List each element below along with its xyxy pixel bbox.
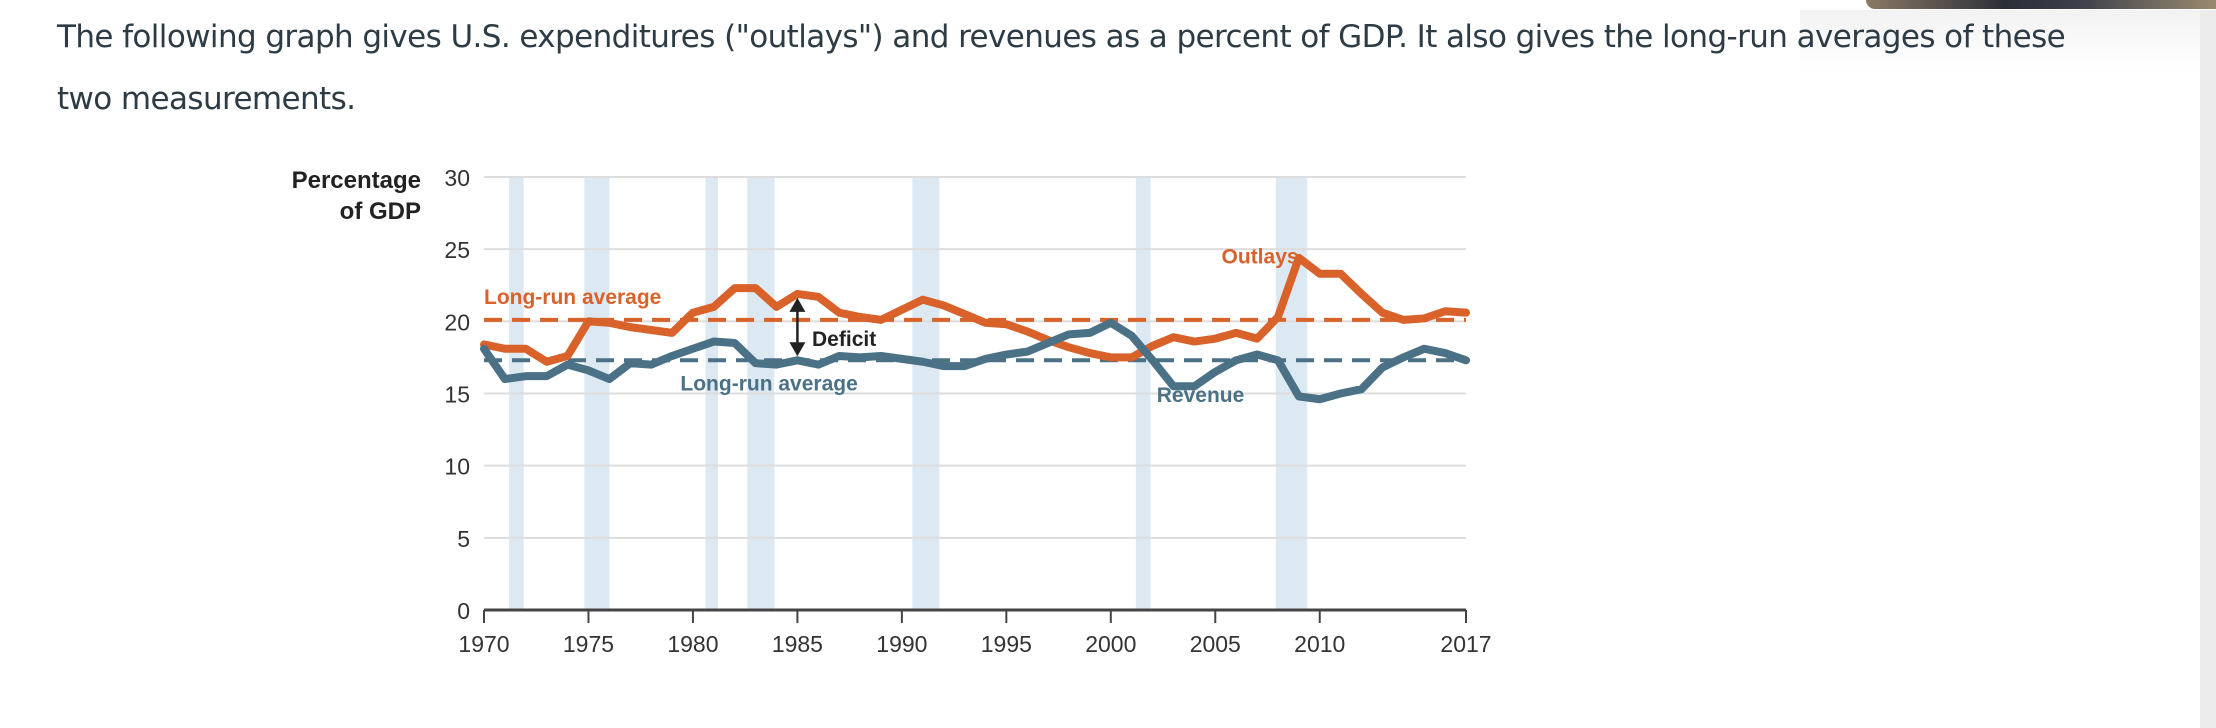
intro-paragraph: The following graph gives U.S. expenditu… [57, 19, 2066, 117]
x-tick-label: 1990 [876, 631, 927, 657]
y-tick-label: 15 [444, 382, 470, 408]
annotations: Long-run average Long-run average Deficit O… [484, 246, 1299, 408]
annotation-long-run-average: Long-run average [680, 373, 857, 396]
x-tick-label: 2010 [1294, 631, 1345, 657]
x-tick-label: 2005 [1190, 631, 1241, 657]
deficit-arrow-up-head [789, 297, 806, 312]
y-tick-label: 30 [444, 165, 470, 191]
x-tick-label: 1975 [563, 631, 614, 657]
gridlines [484, 176, 1466, 539]
panel-shadow [1800, 10, 2200, 70]
series-lines [480, 253, 1470, 404]
x-tick-label: 1995 [981, 631, 1032, 657]
annotation-outlays: Outlays [1222, 246, 1299, 269]
y-tick-label: 25 [444, 237, 470, 263]
y-axis-label-line2: of GDP [340, 198, 421, 225]
outlays-line [480, 253, 1470, 366]
annotation-long-run-average: Long-run average [484, 286, 661, 309]
deficit-arrow-down-head [789, 342, 806, 357]
x-tick-label: 1970 [458, 631, 509, 657]
y-tick-label: 20 [444, 309, 470, 335]
x-tick-label: 1980 [667, 631, 718, 657]
axes: 0 5 10 15 20 25 30 1970 1975 1980 1985 1990 1995 2000… [444, 165, 1491, 657]
y-tick-label: 10 [444, 454, 470, 480]
x-tick-label: 2000 [1085, 631, 1136, 657]
labels: Percentage of GDP [292, 167, 421, 225]
x-tick-label: 1985 [772, 631, 823, 657]
revenue-line [480, 318, 1470, 404]
annotation-deficit: Deficit [812, 328, 876, 351]
x-tick-label: 2017 [1440, 631, 1491, 657]
video-thumbnail[interactable] [1866, 0, 2216, 9]
y-tick-label: 5 [457, 526, 470, 552]
scrollbar-track[interactable] [2200, 10, 2216, 728]
y-tick-label: 0 [457, 598, 470, 624]
annotation-revenue: Revenue [1157, 384, 1245, 407]
y-axis-label-line1: Percentage [292, 167, 421, 194]
